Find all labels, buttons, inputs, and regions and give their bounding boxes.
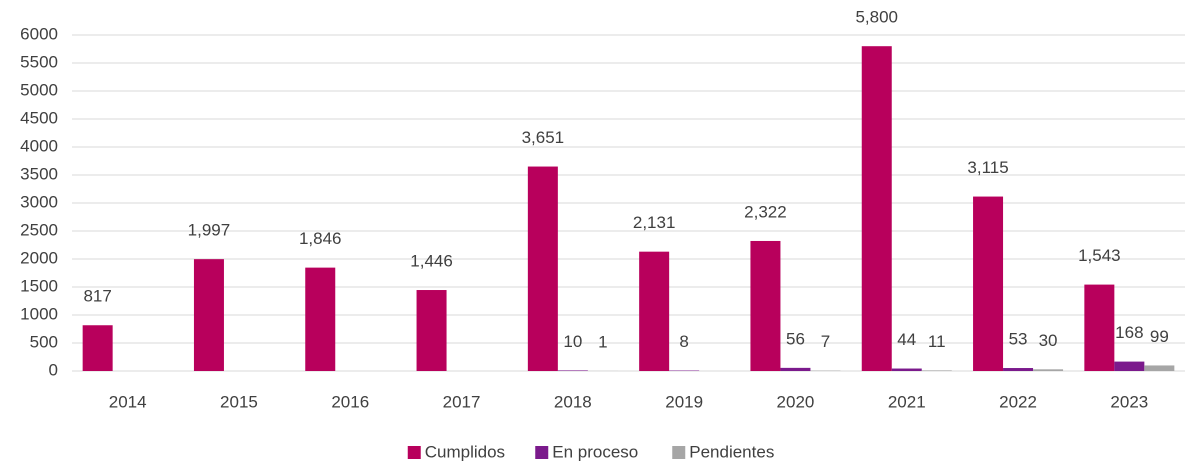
data-label: 30 bbox=[1039, 331, 1058, 350]
data-label: 8 bbox=[679, 332, 688, 351]
bar bbox=[1033, 369, 1063, 371]
y-tick-label: 4500 bbox=[20, 108, 58, 127]
data-label: 11 bbox=[928, 332, 946, 351]
y-tick-label: 1500 bbox=[20, 276, 58, 295]
data-label: 1,846 bbox=[299, 229, 342, 248]
bar bbox=[194, 259, 224, 371]
data-label: 1,543 bbox=[1078, 246, 1121, 265]
data-label: 53 bbox=[1009, 330, 1028, 349]
data-label: 10 bbox=[563, 332, 582, 351]
y-tick-label: 2500 bbox=[20, 220, 58, 239]
x-tick-label: 2023 bbox=[1110, 392, 1148, 411]
bar bbox=[862, 46, 892, 371]
y-tick-label: 5000 bbox=[20, 80, 58, 99]
y-tick-label: 3000 bbox=[20, 192, 58, 211]
data-label: 1,997 bbox=[188, 221, 231, 240]
x-tick-label: 2015 bbox=[220, 392, 258, 411]
data-label: 3,651 bbox=[522, 128, 565, 147]
data-label: 2,322 bbox=[744, 202, 787, 221]
bar bbox=[922, 370, 952, 371]
legend-label: Pendientes bbox=[689, 442, 774, 461]
bar bbox=[528, 167, 558, 371]
bar bbox=[750, 241, 780, 371]
legend-swatch bbox=[535, 446, 548, 459]
x-tick-label: 2014 bbox=[109, 392, 147, 411]
data-label: 5,800 bbox=[855, 8, 898, 27]
y-tick-label: 1000 bbox=[20, 304, 58, 323]
bar bbox=[305, 268, 335, 371]
y-tick-label: 0 bbox=[49, 360, 58, 379]
x-tick-label: 2017 bbox=[443, 392, 481, 411]
data-label: 168 bbox=[1115, 323, 1143, 342]
legend-label: Cumplidos bbox=[425, 442, 505, 461]
bar bbox=[83, 325, 113, 371]
data-label: 1,446 bbox=[410, 252, 453, 271]
bar bbox=[973, 197, 1003, 371]
bar bbox=[1084, 285, 1114, 371]
x-tick-label: 2016 bbox=[331, 392, 369, 411]
bar bbox=[892, 369, 922, 371]
bar bbox=[780, 368, 810, 371]
y-tick-label: 4000 bbox=[20, 136, 58, 155]
bar bbox=[1144, 365, 1174, 371]
bar bbox=[639, 252, 669, 371]
legend-swatch bbox=[408, 446, 421, 459]
bar bbox=[558, 370, 588, 371]
y-tick-label: 5500 bbox=[20, 52, 58, 71]
x-tick-label: 2020 bbox=[777, 392, 815, 411]
bar bbox=[1114, 362, 1144, 371]
legend-label: En proceso bbox=[552, 442, 638, 461]
y-tick-label: 2000 bbox=[20, 248, 58, 267]
y-tick-label: 500 bbox=[30, 332, 58, 351]
x-tick-label: 2019 bbox=[665, 392, 703, 411]
bar bbox=[1003, 368, 1033, 371]
y-tick-label: 6000 bbox=[20, 24, 58, 43]
data-label: 2,131 bbox=[633, 213, 676, 232]
x-tick-label: 2022 bbox=[999, 392, 1037, 411]
x-tick-label: 2018 bbox=[554, 392, 592, 411]
data-label: 44 bbox=[897, 330, 916, 349]
data-label: 3,115 bbox=[967, 158, 1008, 177]
data-label: 7 bbox=[821, 332, 830, 351]
data-label: 817 bbox=[83, 287, 111, 306]
data-label: 99 bbox=[1150, 327, 1169, 346]
y-tick-label: 3500 bbox=[20, 164, 58, 183]
bar bbox=[417, 290, 447, 371]
x-tick-label: 2021 bbox=[888, 392, 926, 411]
legend-swatch bbox=[672, 446, 685, 459]
data-label: 56 bbox=[786, 329, 805, 348]
data-label: 1 bbox=[598, 332, 607, 351]
